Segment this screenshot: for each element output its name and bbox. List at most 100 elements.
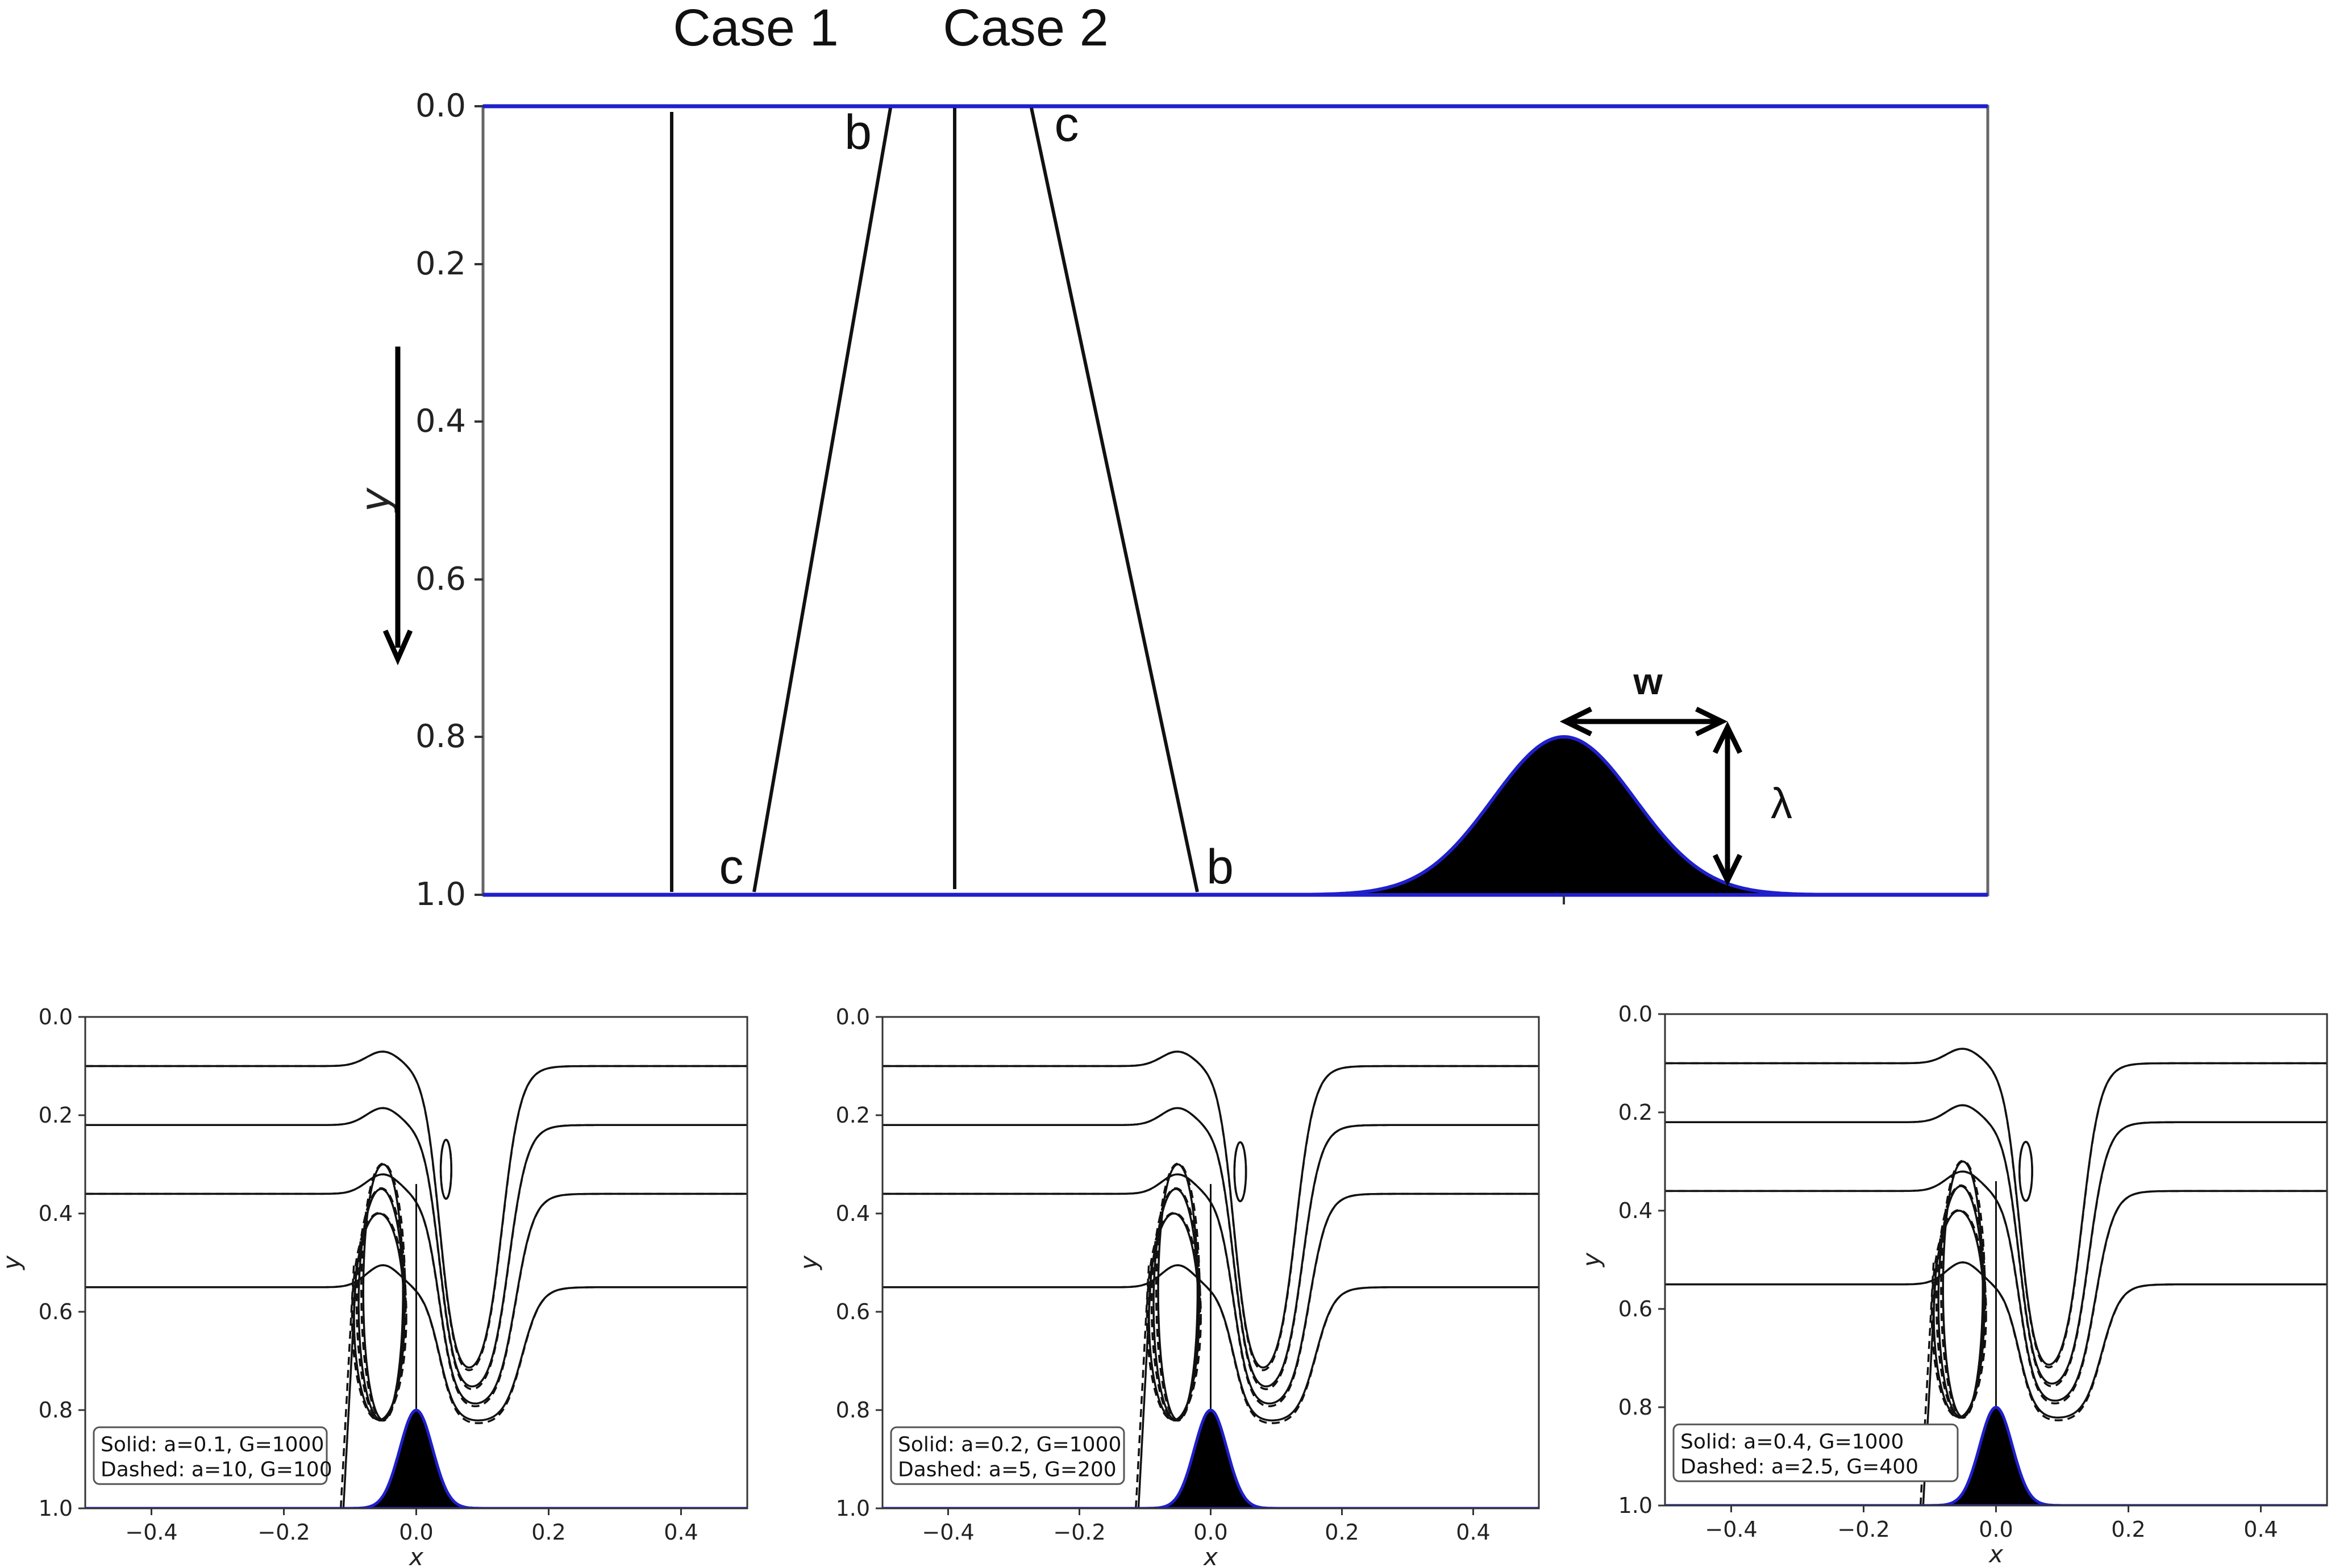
legend-dashed: Dashed: a=5, G=200 [898, 1458, 1117, 1481]
ytick-label: 0.4 [39, 1201, 73, 1226]
x-axis-label: x [1988, 1540, 2004, 1568]
ytick-label: 1.0 [415, 876, 466, 913]
schematic-y-ticks: 0.0 0.2 0.4 0.6 0.8 1.0 [415, 87, 483, 913]
separating-streamline [1137, 1262, 1153, 1508]
recirculation-dashed [1940, 1160, 1986, 1419]
ytick-label: 0.4 [836, 1201, 870, 1226]
recirculation-dashed [351, 1212, 407, 1422]
ytick-label: 0.8 [1618, 1395, 1652, 1420]
topography-bump [1665, 1406, 2327, 1506]
xtick-label: 0.2 [2111, 1517, 2145, 1542]
streamline-dashed [85, 1107, 747, 1390]
xtick-label: 0.2 [1325, 1520, 1359, 1545]
width-label: w [1633, 660, 1663, 702]
case-2-label: Case 2 [943, 0, 1109, 57]
result-panel: 0.0 0.2 0.4 0.6 0.8 1.0 −0.4 −0.2 0.0 0.2 0.4 x y Sol… [1577, 1002, 2328, 1568]
xtick-label: −0.4 [922, 1520, 974, 1545]
small-vortex [2018, 1141, 2033, 1202]
result-panels: 0.0 0.2 0.4 0.6 0.8 1.0 −0.4 −0.2 0.0 0.2 0.4 x y Sol… [0, 1002, 2328, 1568]
xtick-label: 0.0 [1193, 1520, 1227, 1545]
xtick-label: 0.2 [531, 1520, 565, 1545]
xtick-label: 0.4 [1456, 1520, 1490, 1545]
profile-label-b-top: b [844, 105, 872, 160]
xtick-label: 0.0 [1979, 1517, 2013, 1542]
schematic-frame [481, 105, 1989, 896]
small-vortex [1233, 1141, 1247, 1203]
streamline-dashed [883, 1050, 1539, 1371]
ytick-label: 0.2 [836, 1103, 870, 1128]
x-axis-label: x [408, 1543, 424, 1568]
width-arrowhead-right [1695, 706, 1728, 737]
result-panel: 0.0 0.2 0.4 0.6 0.8 1.0 −0.4 −0.2 0.0 0.2 0.4 x y Sol… [795, 1004, 1540, 1568]
width-arrowhead-left [1559, 706, 1592, 737]
xtick-label: 0.0 [399, 1520, 433, 1545]
ytick-label: 0.6 [39, 1299, 73, 1324]
schematic-bump [1209, 735, 1919, 896]
plot-area [85, 1050, 747, 1508]
recirculation-dashed [360, 1162, 406, 1422]
streamline-dashed [85, 1050, 747, 1371]
ytick-label: 0.0 [836, 1004, 870, 1029]
legend-box [1672, 1423, 1959, 1482]
profile-label-c-top: c [1055, 97, 1079, 152]
xtick-label: −0.4 [125, 1520, 177, 1545]
legend-solid: Solid: a=0.2, G=1000 [898, 1433, 1121, 1456]
plot-area [1665, 1048, 2327, 1506]
xtick-label: −0.2 [257, 1520, 310, 1545]
xtick-label: −0.2 [1837, 1517, 1889, 1542]
ytick-label: 0.0 [415, 87, 466, 124]
legend-dashed: Dashed: a=2.5, G=400 [1680, 1455, 1918, 1478]
legend-dashed: Dashed: a=10, G=100 [101, 1458, 332, 1481]
plot-area [883, 1050, 1539, 1508]
separating-streamline [339, 1262, 355, 1508]
ytick-label: 0.4 [1618, 1198, 1652, 1223]
result-panel: 0.0 0.2 0.4 0.6 0.8 1.0 −0.4 −0.2 0.0 0.2 0.4 x y Sol… [0, 1004, 748, 1568]
schematic-y-label: y [351, 487, 399, 513]
ytick-label: 0.6 [836, 1299, 870, 1324]
height-arrowhead-top [1712, 721, 1743, 754]
xtick-label: −0.2 [1053, 1520, 1105, 1545]
recirculation-dashed [1930, 1209, 1987, 1419]
case-2-profile [1030, 107, 1199, 893]
recirculation-solid [357, 1188, 405, 1421]
y-direction-arrowhead [382, 629, 413, 666]
topography-bump [85, 1408, 747, 1508]
ytick-label: 0.4 [415, 403, 466, 440]
small-vortex [439, 1139, 452, 1200]
ytick-label: 1.0 [39, 1496, 73, 1521]
ytick-label: 0.6 [415, 561, 466, 598]
recirculation-dashed [1155, 1162, 1201, 1422]
ytick-label: 0.8 [415, 718, 466, 755]
xtick-label: 0.4 [2243, 1517, 2278, 1542]
xtick-label: 0.4 [664, 1520, 698, 1545]
height-label: λ [1771, 779, 1792, 828]
streamline-dashed [1665, 1048, 2327, 1369]
streamline-dashed [883, 1107, 1539, 1390]
schematic-panel: Case 1 Case 2 0.0 0.2 0.4 0.6 0.8 1.0 y … [351, 0, 1989, 913]
ytick-label: 1.0 [1618, 1493, 1652, 1518]
ytick-label: 0.6 [1618, 1296, 1652, 1321]
xtick-label: −0.4 [1705, 1517, 1757, 1542]
ytick-label: 0.0 [1618, 1002, 1652, 1027]
separating-streamline [1135, 1262, 1150, 1508]
case-1-label: Case 1 [673, 0, 839, 57]
separating-streamline [342, 1262, 358, 1508]
profile-label-c-bottom: c [719, 840, 744, 894]
legend-box [93, 1426, 328, 1485]
legend-solid: Solid: a=0.4, G=1000 [1680, 1430, 1904, 1453]
ytick-label: 0.2 [415, 245, 466, 282]
ytick-label: 0.2 [1618, 1100, 1652, 1125]
legend-box [890, 1426, 1125, 1485]
recirculation-dashed [1146, 1212, 1202, 1422]
y-axis-label: y [0, 1255, 26, 1271]
case-1-profile [752, 107, 892, 893]
ytick-label: 0.0 [39, 1004, 73, 1029]
ytick-label: 0.8 [39, 1398, 73, 1423]
topography-bump [883, 1408, 1539, 1508]
height-arrowhead-bottom [1712, 854, 1743, 887]
recirculation-solid [1937, 1185, 1985, 1419]
y-axis-label: y [795, 1255, 823, 1271]
y-axis-label: y [1577, 1252, 1605, 1268]
x-axis-label: x [1202, 1543, 1218, 1568]
